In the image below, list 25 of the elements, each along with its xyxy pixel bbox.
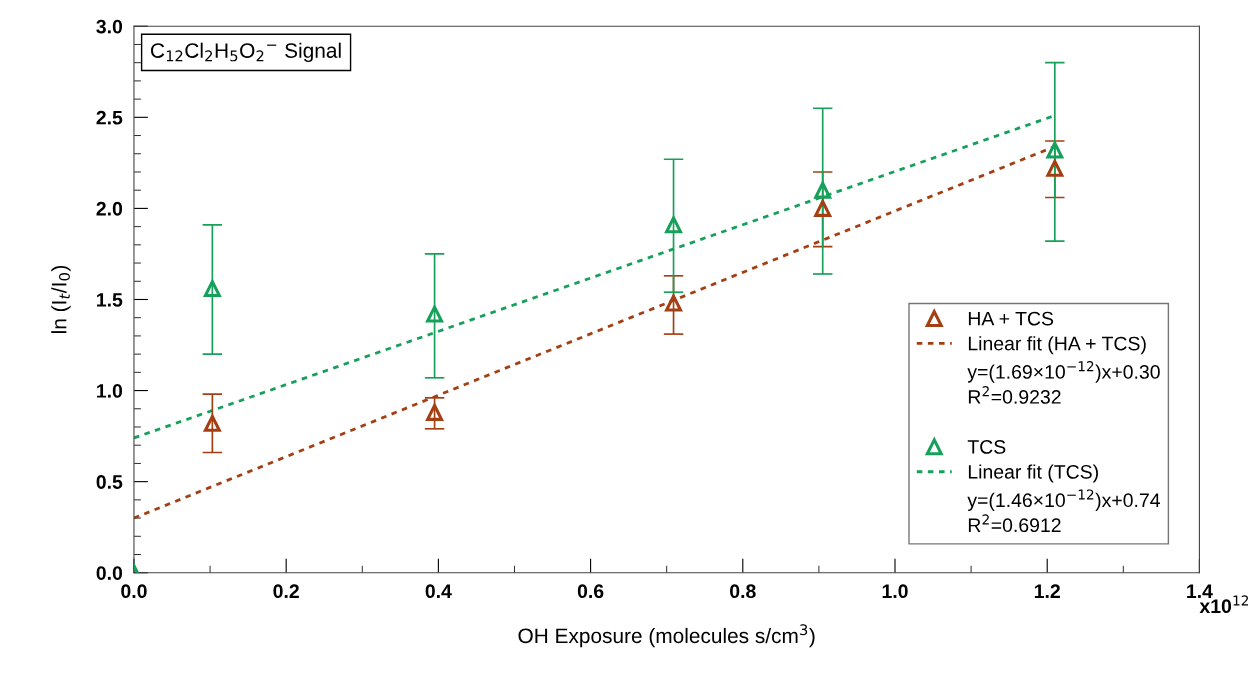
x-axis-title: OH Exposure (molecules s/cm$^{3}$) — [518, 624, 815, 648]
legend-label: Linear fit (HA + TCS) — [968, 336, 1146, 355]
y-axis-title: ln (I$_{t}$/I$_{0}$) — [51, 265, 71, 333]
y-tick-label: 2.5 — [96, 110, 123, 125]
legend-label: HA + TCS — [968, 311, 1054, 326]
x-tick-label: 0.6 — [577, 584, 604, 599]
y-tick-label: 0.0 — [96, 566, 123, 580]
x-tick-label: 0.2 — [273, 584, 299, 599]
x-tick-label: 0.0 — [121, 584, 147, 599]
legend-label: Linear fit (TCS) — [968, 464, 1098, 483]
x-tick-label: 0.4 — [425, 584, 452, 599]
x-tick-label: 1.2 — [1034, 584, 1060, 598]
y-tick-label: 2.0 — [96, 201, 123, 216]
legend-label: TCS — [967, 440, 1006, 454]
annotation: R$^{2}$=0.6912 — [968, 514, 1061, 533]
y-tick-label: 0.5 — [96, 475, 123, 489]
y-tick-label: 1.0 — [97, 384, 123, 398]
y-tick-label: 3.0 — [96, 19, 123, 34]
annotation: R$^{2}$=0.9232 — [968, 386, 1061, 404]
x-tick-label: 0.8 — [730, 584, 756, 599]
y-tick-label: 1.5 — [97, 293, 123, 307]
text: C$_{12}$Cl$_{2}$H$_{5}$O$_{2}$$^{−}$ Signal — [151, 42, 341, 63]
annotation: y=(1.69×10$^{−12}$)x+0.30 — [967, 361, 1160, 383]
x-tick-label: 1.0 — [882, 584, 908, 599]
annotation: y=(1.46×10$^{−12}$)x+0.74 — [967, 489, 1160, 511]
